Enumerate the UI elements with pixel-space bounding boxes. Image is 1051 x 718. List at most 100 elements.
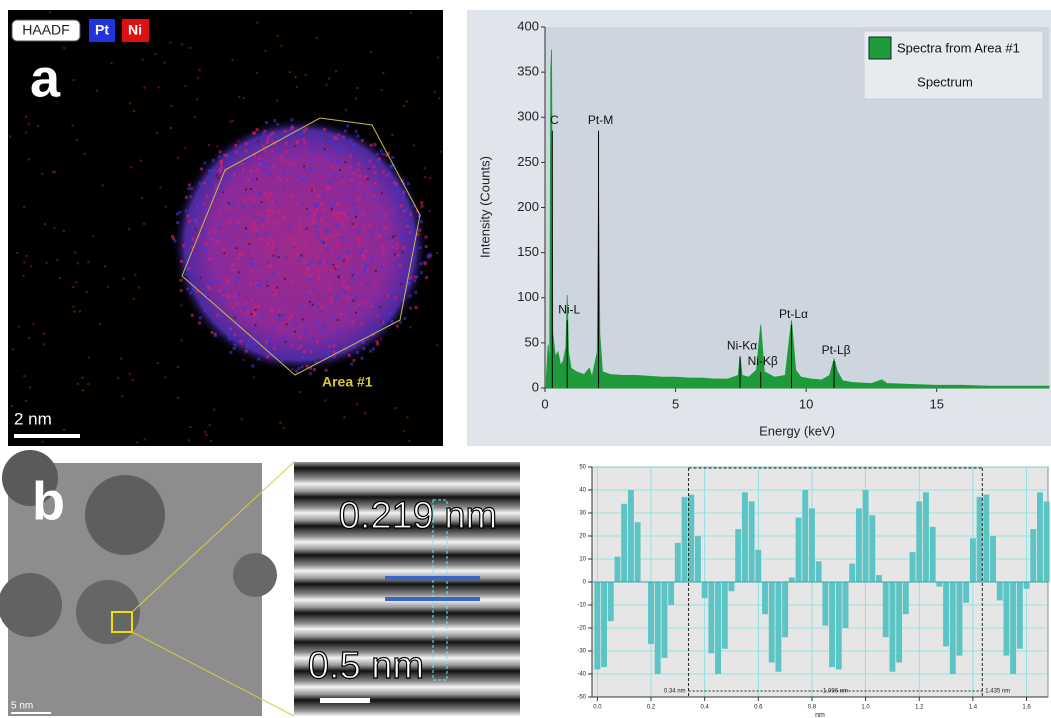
pixel: [270, 320, 274, 324]
pixel: [371, 234, 375, 238]
pixel: [406, 224, 410, 228]
x-tick-label: 15: [929, 396, 943, 411]
bar: [990, 536, 996, 582]
pixel: [212, 270, 216, 274]
pixel: [186, 287, 190, 291]
pixel: [164, 376, 167, 379]
x-tick-label: 5: [672, 396, 679, 411]
pixel: [196, 205, 200, 209]
pixel: [130, 166, 133, 169]
pixel: [301, 177, 305, 181]
pixel: [393, 181, 397, 185]
pixel: [228, 220, 232, 224]
y-tick-label: -20: [577, 626, 586, 632]
pixel: [298, 226, 302, 230]
pixel: [22, 274, 25, 277]
pixel: [407, 281, 411, 285]
badge: [11, 19, 81, 42]
pixel: [351, 320, 355, 324]
pixel: [291, 313, 295, 317]
pixel: [269, 200, 273, 204]
pixel: [236, 293, 240, 297]
pixel: [131, 379, 134, 382]
pixel: [224, 333, 227, 336]
pixel: [87, 383, 90, 386]
pixel: [240, 418, 243, 421]
pixel: [276, 34, 279, 37]
pixel: [180, 304, 183, 307]
pixel: [337, 276, 340, 279]
pixel: [203, 181, 207, 185]
bar: [715, 582, 722, 674]
pixel: [309, 366, 313, 370]
scale-bar: [11, 712, 51, 714]
pixel: [247, 240, 251, 244]
particle: [233, 553, 277, 597]
pixel: [409, 306, 413, 310]
pixel: [305, 208, 308, 211]
pixel: [271, 241, 275, 245]
pixel: [225, 153, 229, 157]
pixel: [308, 274, 312, 278]
pixel: [376, 312, 380, 316]
pixel: [286, 161, 290, 165]
pixel: [379, 306, 382, 309]
pixel: [254, 169, 258, 173]
pixel: [409, 276, 413, 280]
pixel: [394, 296, 398, 300]
pixel: [294, 154, 298, 158]
pixel: [233, 292, 237, 296]
pixel: [306, 267, 310, 271]
pixel: [357, 229, 361, 233]
pixel: [227, 175, 231, 179]
bar: [621, 503, 628, 582]
pixel: [342, 285, 346, 289]
pixel: [196, 77, 199, 80]
pixel: [389, 164, 393, 168]
pixel: [382, 152, 386, 156]
pixel: [247, 299, 251, 303]
pixel: [335, 70, 338, 73]
pixel: [425, 276, 429, 280]
bar: [996, 582, 1003, 601]
pixel: [417, 213, 421, 217]
pixel: [224, 169, 228, 173]
pixel: [336, 187, 340, 191]
pixel: [213, 332, 217, 336]
pixel: [210, 179, 214, 183]
y-tick-label: -40: [577, 672, 586, 678]
pixel: [360, 322, 364, 326]
pixel: [250, 298, 254, 302]
pixel: [43, 332, 46, 335]
pixel: [399, 235, 403, 239]
pixel: [15, 412, 18, 415]
pixel: [246, 344, 250, 348]
pixel: [415, 275, 419, 279]
spectrum-chart: 0 50 100 150 200 250 300 350 400 0 5 10 15 C Ni-L Pt-M N…: [517, 18, 1050, 411]
pixel: [244, 142, 248, 146]
pixel: [28, 336, 31, 339]
bar: [748, 501, 755, 582]
pixel: [359, 182, 363, 186]
pixel: [193, 219, 197, 223]
pixel: [376, 313, 380, 317]
pixel: [178, 210, 182, 214]
pixel: [259, 191, 263, 195]
pixel: [402, 181, 406, 185]
pixel: [284, 337, 288, 341]
pixel: [298, 215, 302, 219]
pixel: [374, 236, 378, 240]
pixel: [333, 234, 337, 238]
pixel: [326, 341, 330, 345]
pixel: [291, 368, 294, 371]
pixel: [336, 318, 339, 321]
pixel: [321, 325, 325, 329]
pixel: [345, 109, 348, 112]
pixel: [294, 76, 297, 79]
bar: [835, 582, 842, 670]
pixel: [408, 439, 411, 442]
pixel: [231, 59, 234, 62]
pixel: [304, 242, 308, 246]
badge-text: HAADF: [22, 22, 69, 38]
pixel: [284, 277, 287, 280]
